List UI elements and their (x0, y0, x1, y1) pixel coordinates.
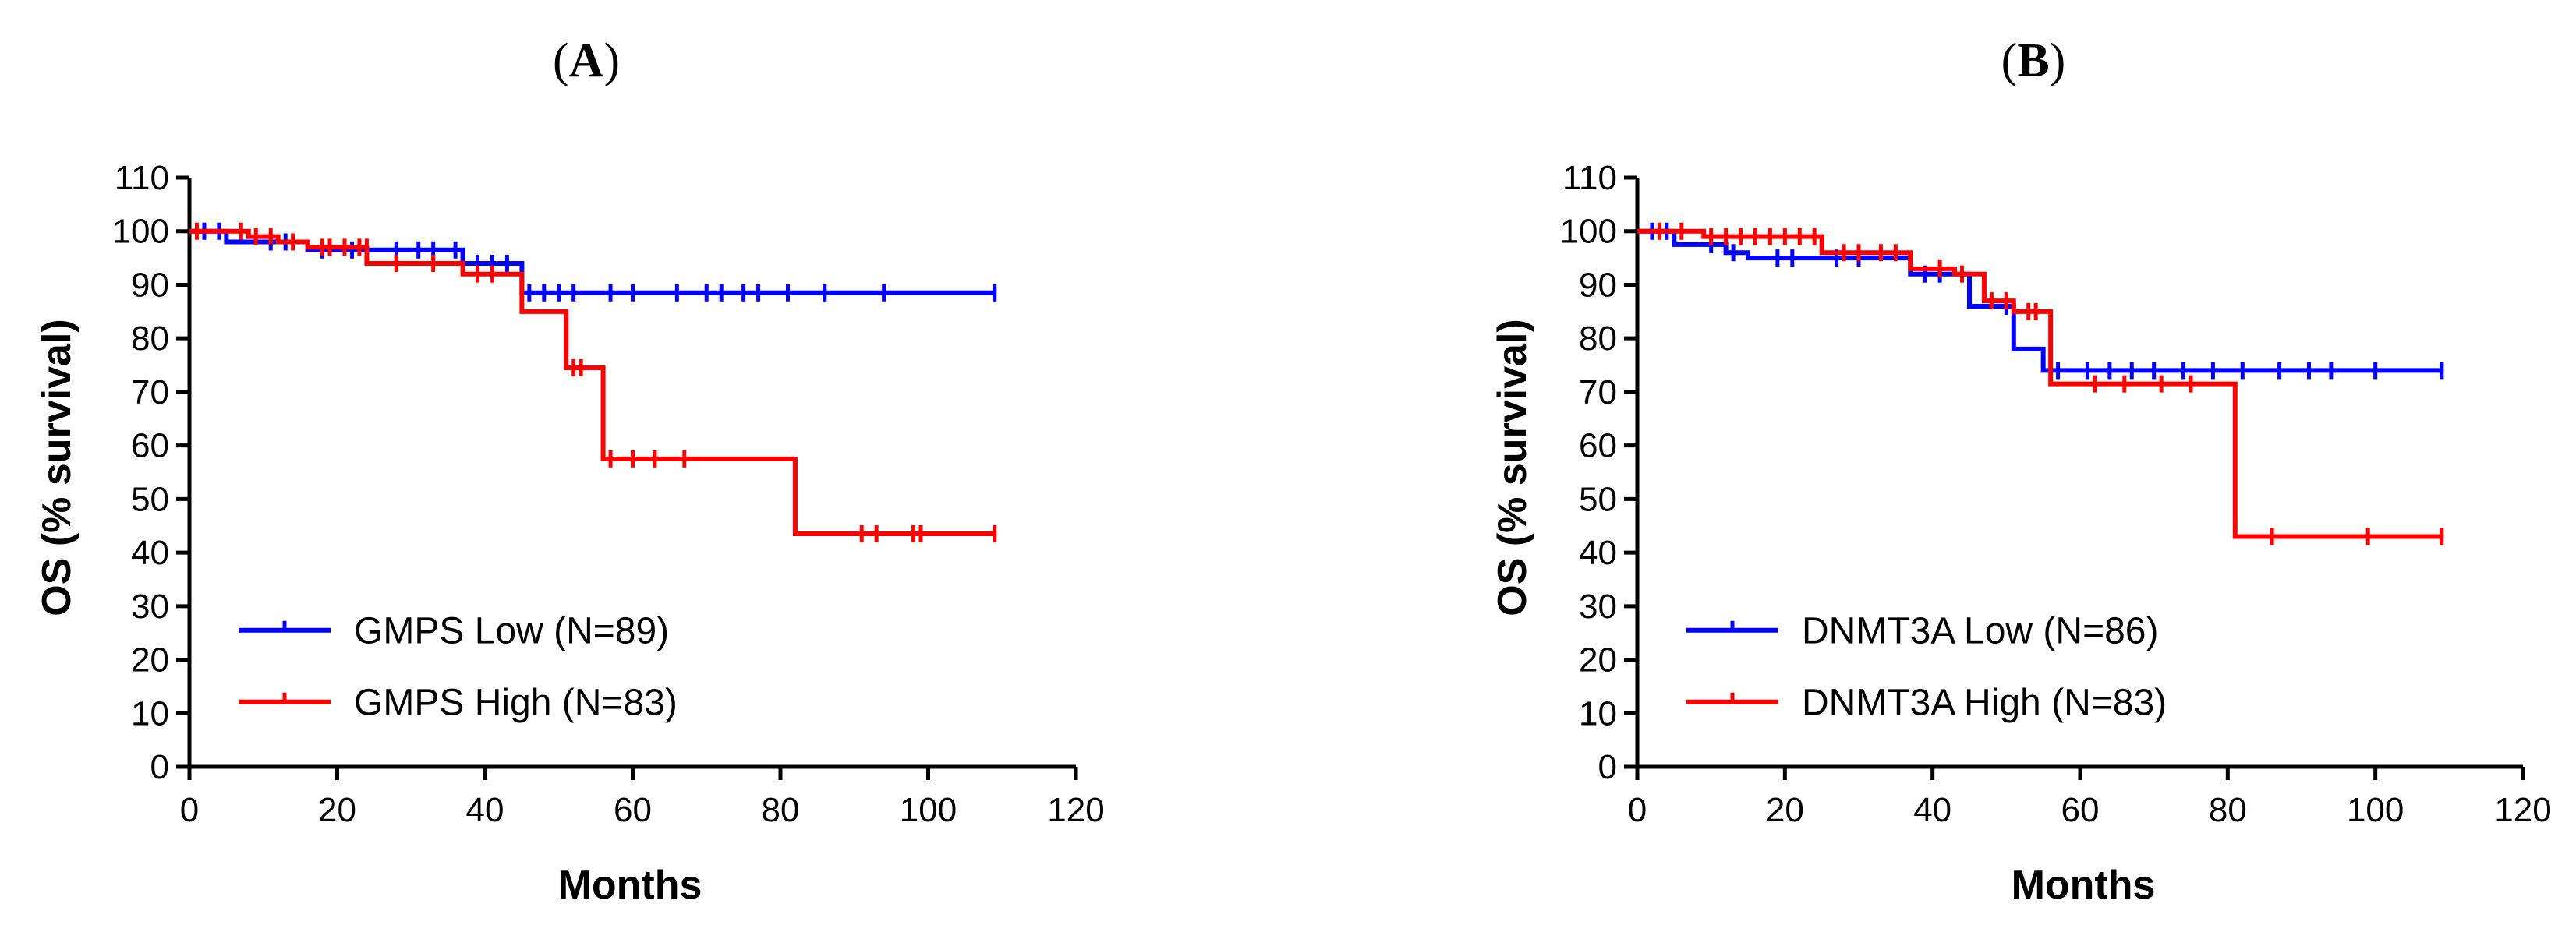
x-tick-label: 0 (180, 791, 199, 829)
x-tick-label: 60 (2061, 791, 2100, 829)
y-tick-label: 0 (150, 748, 169, 786)
x-tick-label: 40 (1913, 791, 1951, 829)
x-tick-label: 80 (2209, 791, 2247, 829)
legend-label: DNMT3A High (N=83) (1802, 683, 2167, 724)
y-tick-label: 50 (131, 480, 169, 518)
low-expression-curve (189, 228, 995, 295)
y-tick-label: 40 (1579, 534, 1617, 572)
high-expression-curve (189, 228, 995, 537)
y-tick-label: 80 (131, 320, 169, 358)
panel-a-xlabel: Months (558, 863, 702, 908)
y-tick-label: 20 (131, 641, 169, 680)
panel-b-xlabel: Months (2012, 863, 2156, 908)
legend-label: GMPS High (N=83) (354, 683, 678, 724)
panel-b-label: (B) (2001, 34, 2066, 87)
y-tick-label: 10 (131, 694, 169, 733)
x-tick-label: 100 (2347, 791, 2404, 829)
y-tick-label: 30 (131, 588, 169, 626)
low-expression-curve (1637, 228, 2442, 373)
x-tick-label: 120 (2494, 791, 2551, 829)
high-expression-curve (1637, 228, 2442, 539)
panel-b-letter: B (2017, 34, 2049, 87)
x-tick-label: 100 (900, 791, 957, 829)
y-tick-label: 0 (1598, 748, 1617, 786)
panel-a: (A) 0 10 20 30 40 50 60 70 80 90 100 110 0 20 40 60 80 10… (34, 34, 1105, 908)
panel-a-letter: A (569, 34, 604, 87)
x-tick-label: 80 (762, 791, 800, 829)
y-tick-label: 70 (1579, 373, 1617, 411)
x-tick-label: 120 (1047, 791, 1104, 829)
y-tick-label: 100 (1560, 213, 1617, 251)
x-tick-label: 20 (318, 791, 356, 829)
y-tick-label: 90 (1579, 266, 1617, 304)
y-tick-label: 50 (1579, 480, 1617, 518)
x-tick-label: 60 (614, 791, 652, 829)
y-tick-label: 100 (112, 213, 169, 251)
y-tick-label: 20 (1579, 641, 1617, 680)
y-tick-label: 40 (131, 534, 169, 572)
y-tick-label: 10 (1579, 694, 1617, 733)
y-tick-label: 60 (1579, 427, 1617, 465)
y-tick-label: 60 (131, 427, 169, 465)
y-tick-label: 80 (1579, 320, 1617, 358)
panel-b-ylabel: OS (% survival) (1490, 319, 1535, 616)
y-tick-label: 90 (131, 266, 169, 304)
panel-a-label: (A) (553, 34, 620, 87)
panel-a-ylabel: OS (% survival) (34, 319, 80, 616)
x-tick-label: 40 (466, 791, 504, 829)
panel-b: (B) 0 10 20 30 40 50 60 70 80 90 100 110 0 20 40 60 80 10… (1490, 34, 2552, 908)
legend-label: GMPS Low (N=89) (354, 611, 669, 652)
legend-label: DNMT3A Low (N=86) (1802, 611, 2158, 652)
y-tick-label: 110 (115, 159, 169, 197)
y-tick-label: 110 (1562, 159, 1617, 197)
x-tick-label: 20 (1766, 791, 1804, 829)
y-tick-label: 70 (131, 373, 169, 411)
x-tick-label: 0 (1628, 791, 1647, 829)
y-tick-label: 30 (1579, 588, 1617, 626)
